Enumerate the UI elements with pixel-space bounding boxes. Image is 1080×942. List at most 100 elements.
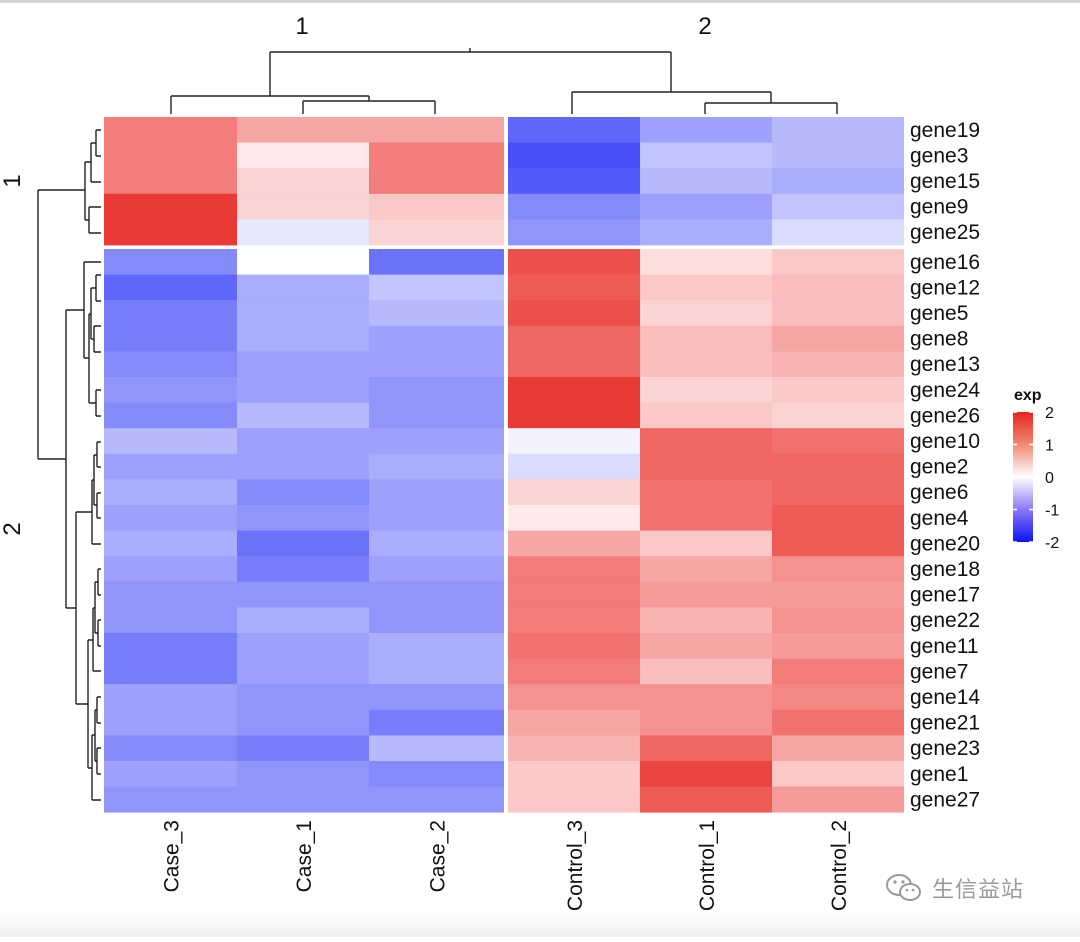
column-label: Case_3: [161, 820, 184, 892]
heatmap-cell: [772, 709, 904, 736]
column-dendrogram-branch: [704, 102, 838, 114]
heatmap-cell: [772, 300, 904, 327]
heatmap-cell: [772, 479, 904, 506]
heatmap-cell: [104, 274, 237, 301]
heatmap-cell: [772, 530, 904, 557]
heatmap-cell: [508, 658, 640, 685]
heatmap-cell: [104, 505, 237, 531]
watermark-text: 生信益站: [932, 878, 1025, 903]
heatmap-cell: [508, 453, 640, 480]
heatmap-cell: [640, 249, 772, 275]
heatmap-cell: [772, 402, 904, 429]
heatmap-cell: [369, 709, 504, 736]
heatmap-cell: [772, 325, 904, 352]
row-dendrogram-branch: [75, 511, 92, 705]
heatmap-cell: [508, 193, 640, 220]
heatmap-cell: [104, 479, 237, 506]
heatmap-cell: [237, 117, 369, 143]
heatmap-cell: [237, 168, 369, 195]
heatmap-cell: [772, 658, 904, 685]
heatmap-cell: [772, 581, 904, 608]
heatmap-cell: [640, 377, 772, 403]
row-label: gene21: [910, 712, 980, 735]
row-dendrogram: [37, 129, 101, 801]
heatmap-cell: [104, 453, 237, 480]
row-label: gene22: [910, 609, 980, 632]
heatmap-cell: [237, 402, 369, 429]
heatmap-cell: [104, 117, 237, 143]
column-label: Control_2: [828, 820, 851, 911]
heatmap-cell: [237, 479, 369, 506]
column-dendrogram-branch: [302, 100, 436, 114]
legend-tick-label: 0: [1045, 470, 1054, 487]
row-dendrogram-branch: [93, 325, 101, 353]
heatmap-cell: [508, 530, 640, 557]
heatmap-cell: [640, 193, 772, 220]
heatmap-cell: [104, 556, 237, 583]
column-dendrogram-branch: [170, 95, 370, 114]
heatmap-cell: [104, 428, 237, 455]
heatmap-cell: [640, 453, 772, 480]
heatmap-cell: [772, 684, 904, 711]
heatmap-cell: [369, 377, 504, 403]
heatmap-cell: [369, 761, 504, 787]
heatmap-cell: [369, 556, 504, 583]
heatmap-cell: [237, 684, 369, 711]
legend-tick-label: 2: [1045, 405, 1054, 422]
heatmap-cell: [772, 117, 904, 143]
row-dendrogram-branch: [96, 441, 101, 468]
heatmap-cell: [640, 505, 772, 531]
heatmap-cell: [772, 428, 904, 455]
heatmap-cell: [640, 300, 772, 327]
heatmap-cell: [369, 402, 504, 429]
row-label: gene7: [910, 660, 968, 683]
heatmap-cell: [772, 735, 904, 762]
heatmap-cell: [104, 607, 237, 634]
heatmap-cell: [104, 142, 237, 169]
color-legend: exp 2 1 0 -1 -2: [1013, 387, 1059, 552]
heatmap-cell: [104, 581, 237, 608]
heatmap-cell: [640, 351, 772, 378]
heatmap-cell: [508, 351, 640, 378]
heatmap-cell: [640, 168, 772, 195]
row-label: gene4: [910, 507, 969, 530]
heatmap-cell: [237, 325, 369, 352]
heatmap-cell: [237, 786, 369, 813]
heatmap-cell: [237, 530, 369, 557]
row-dendrogram-branch: [95, 129, 101, 157]
heatmap-cell: [237, 377, 369, 403]
heatmap-cell: [237, 556, 369, 583]
heatmap-cell: [772, 351, 904, 378]
heatmap-cell: [640, 761, 772, 787]
column-split-label-1: 1: [295, 13, 308, 40]
row-label: gene26: [910, 404, 980, 427]
row-dendrogram-branch: [97, 619, 101, 647]
heatmap-cell: [104, 325, 237, 352]
heatmap-cell: [104, 300, 237, 327]
heatmap-cell: [237, 607, 369, 634]
heatmap-cell: [772, 219, 904, 246]
heatmap-cell: [369, 633, 504, 659]
row-label: gene9: [910, 196, 968, 219]
heatmap-cell: [369, 428, 504, 455]
heatmap-cell: [508, 377, 640, 403]
column-labels: Case_3 Case_1 Case_2 Control_3 Control_1 Cont…: [161, 820, 852, 911]
heatmap-cell: [508, 735, 640, 762]
heatmap-cell: [369, 117, 504, 143]
heatmap-cell: [508, 325, 640, 352]
row-label: gene24: [910, 379, 980, 402]
watermark: 生信益站: [884, 868, 1024, 908]
row-dendrogram-branch: [97, 568, 101, 596]
heatmap-cell: [772, 505, 904, 531]
heatmap-cell: [237, 249, 369, 275]
heatmap-cell: [369, 479, 504, 506]
window-top-border: [0, 0, 1080, 3]
wechat-icon: [886, 874, 921, 901]
legend-ticks: 2 1 0 -1 -2: [1013, 405, 1059, 552]
heatmap-cell: [772, 249, 904, 275]
heatmap-cell: [508, 117, 640, 143]
row-dendrogram-branch: [37, 420, 66, 460]
heatmap-cell: [104, 684, 237, 711]
heatmap-cell: [237, 709, 369, 736]
heatmap-cell: [508, 633, 640, 659]
